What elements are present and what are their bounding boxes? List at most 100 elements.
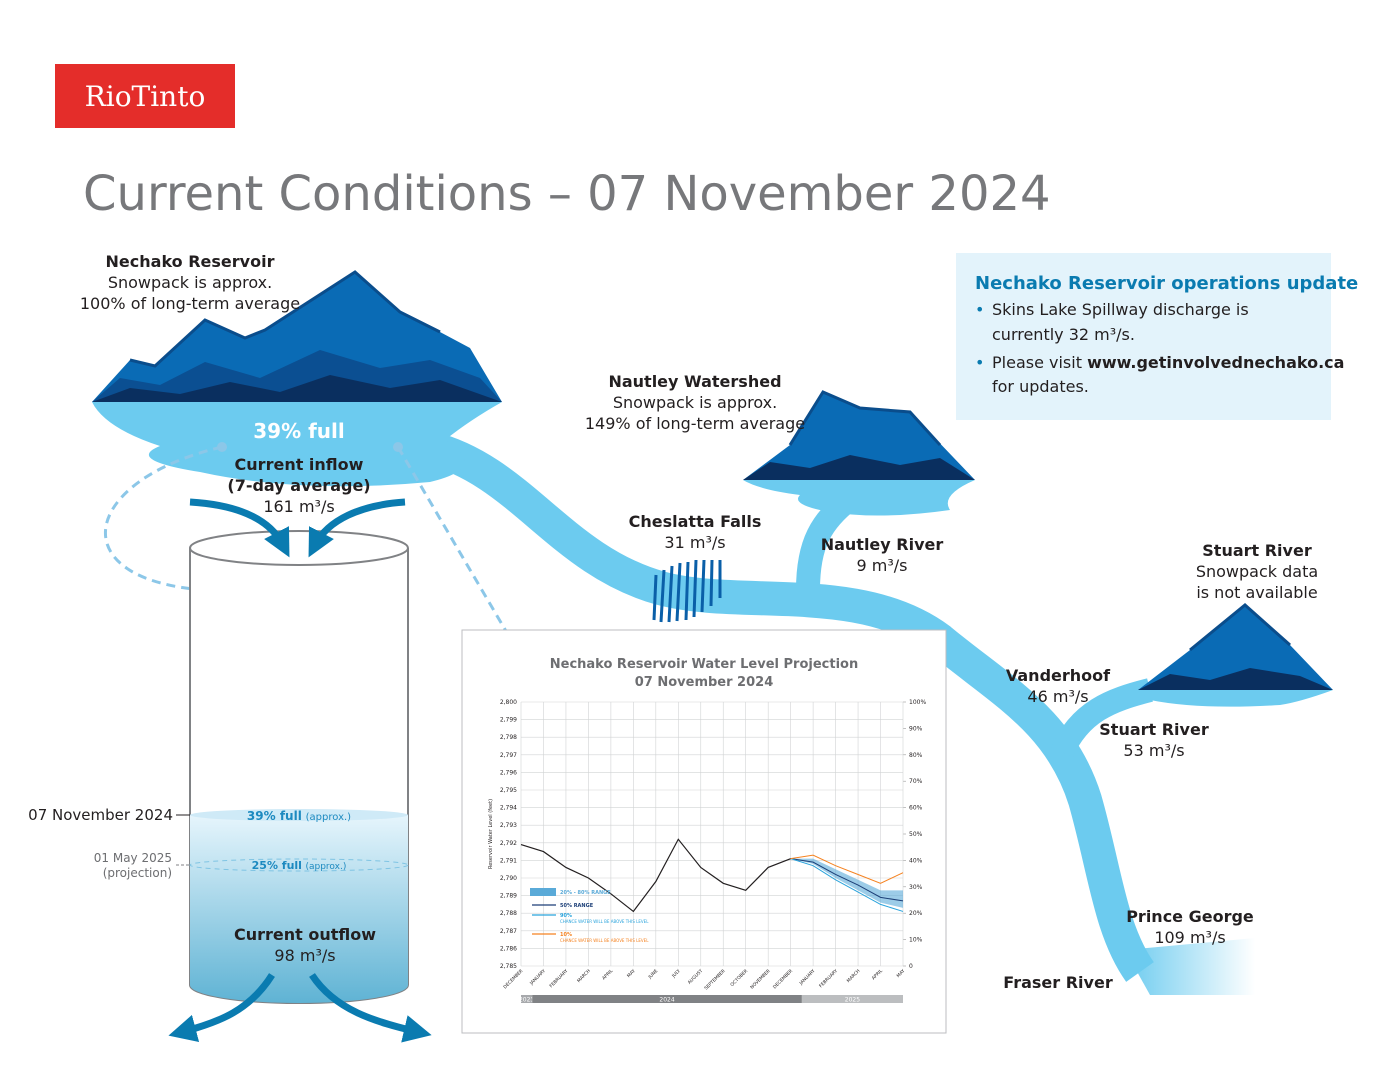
- mountain: [92, 270, 502, 402]
- place-name: Stuart River: [1202, 541, 1312, 560]
- year-bar: [532, 995, 802, 1003]
- place-note: 149% of long-term average: [585, 414, 805, 433]
- update-text: currently 32 m³/s.: [992, 325, 1135, 344]
- update-box: [956, 253, 1331, 420]
- place-note: Snowpack is approx.: [108, 273, 272, 292]
- y-tick-label: 2,792: [500, 840, 517, 847]
- connector: [396, 446, 522, 656]
- x-tick-label: MAY: [896, 968, 907, 979]
- y-tick-label: 2,793: [500, 822, 517, 829]
- y2-tick-label: 20%: [909, 910, 923, 917]
- update-text: Please visit www.getinvolvednechako.ca: [992, 353, 1344, 372]
- legend-label: 50% RANGE: [560, 903, 594, 909]
- y-tick-label: 2,798: [500, 734, 517, 741]
- flow-arrows: [168, 498, 432, 1043]
- place-name: Stuart River: [1099, 720, 1209, 739]
- y-tick-label: 2,791: [500, 857, 517, 864]
- y-tick-label: 2,789: [500, 893, 517, 900]
- y2-tick-label: 30%: [909, 884, 923, 891]
- y2-tick-label: 60%: [909, 805, 923, 812]
- level-text: 39% full: [247, 809, 302, 823]
- place-note: 100% of long-term average: [80, 294, 300, 313]
- place-value: 9 m³/s: [857, 556, 908, 575]
- date-note: (projection): [103, 866, 172, 880]
- place-value: 53 m³/s: [1123, 741, 1184, 760]
- update-text: Please visit: [992, 353, 1082, 372]
- year-label: 2024: [659, 997, 674, 1004]
- logo: RioTinto: [85, 80, 206, 113]
- year-bar: [801, 995, 903, 1003]
- logo-box: [55, 64, 235, 128]
- chart-title: Nechako Reservoir Water Level Projection: [550, 657, 858, 672]
- legend-label: 20% - 80% RANGE: [560, 890, 611, 896]
- reservoir-lake: [92, 402, 502, 487]
- place-name: Nechako Reservoir: [106, 252, 275, 271]
- y2-tick-label: 70%: [909, 778, 923, 785]
- y-tick-label: 2,796: [500, 769, 517, 776]
- connector: [104, 445, 223, 592]
- outflow-label: Current outflow: [234, 925, 376, 944]
- place-name: Vanderhoof: [1006, 666, 1111, 685]
- cylinder: [189, 530, 409, 1004]
- y2-tick-label: 50%: [909, 831, 923, 838]
- year-label: 2023: [519, 997, 534, 1004]
- series-line: [790, 854, 904, 884]
- place-note: Snowpack is approx.: [613, 393, 777, 412]
- y2-tick-label: 90%: [909, 725, 923, 732]
- river-outflow: [1125, 938, 1255, 995]
- legend-label: 10%: [560, 932, 572, 938]
- mountain: [1138, 603, 1333, 707]
- y2-tick-label: 40%: [909, 857, 923, 864]
- place-name: Fraser River: [1003, 973, 1113, 992]
- y-tick-label: 2,788: [500, 910, 517, 917]
- date: 01 May 2025: [94, 851, 172, 865]
- series-line: [520, 838, 791, 913]
- place-value: 109 m³/s: [1154, 928, 1225, 947]
- title: Current Conditions – 07 November 2024: [83, 166, 1051, 222]
- place-name: Cheslatta Falls: [629, 512, 762, 531]
- dot: [393, 442, 403, 452]
- projection-chart: Nechako Reservoir Water Level Projection…: [461, 629, 947, 1034]
- legend-swatch: [530, 888, 556, 896]
- y2-tick-label: 100%: [909, 699, 926, 706]
- date: 07 November 2024: [28, 806, 173, 824]
- level-note: (approx.): [306, 812, 352, 823]
- y-tick-label: 2,797: [500, 752, 517, 759]
- legend-description: CHANCE WATER WILL BE ABOVE THIS LEVEL: [560, 919, 649, 924]
- year-bar: [521, 995, 533, 1003]
- level-text: 25% full: [252, 859, 302, 872]
- legend-label: 90%: [560, 913, 572, 919]
- year-label: 2025: [845, 997, 860, 1004]
- y-tick-label: 2,790: [500, 875, 517, 882]
- place-name: Nautley Watershed: [608, 372, 781, 391]
- y-tick-label: 2,795: [500, 787, 517, 794]
- y-tick-label: 2,800: [500, 699, 517, 706]
- fill-level: 39% full: [253, 419, 344, 443]
- outflow-value: 98 m³/s: [274, 946, 335, 965]
- place-note: is not available: [1196, 583, 1317, 602]
- y2-tick-label: 80%: [909, 752, 923, 759]
- series-line: [790, 858, 904, 912]
- inflow-label: Current inflow: [235, 455, 364, 474]
- bullet: •: [975, 300, 984, 319]
- x-tick-label: MAY: [626, 968, 637, 979]
- place-note: Snowpack data: [1196, 562, 1318, 581]
- place-value: 31 m³/s: [664, 533, 725, 552]
- dot: [217, 442, 227, 452]
- update-link[interactable]: www.getinvolvednechako.ca: [1087, 353, 1344, 372]
- place-name: Nautley River: [821, 535, 944, 554]
- inflow-note: (7-day average): [227, 476, 370, 495]
- y-tick-label: 2,787: [500, 928, 517, 935]
- update-text: for updates.: [992, 377, 1089, 396]
- y-tick-label: 2,786: [500, 945, 517, 952]
- y2-tick-label: 10%: [909, 937, 923, 944]
- update-title: Nechako Reservoir operations update: [975, 273, 1358, 294]
- mountain: [743, 390, 975, 516]
- level: 25% full (approx.): [252, 859, 347, 872]
- inflow-value: 161 m³/s: [263, 497, 334, 516]
- place-value: 46 m³/s: [1027, 687, 1088, 706]
- y-tick-label: 2,799: [500, 717, 517, 724]
- bullet: •: [975, 353, 984, 372]
